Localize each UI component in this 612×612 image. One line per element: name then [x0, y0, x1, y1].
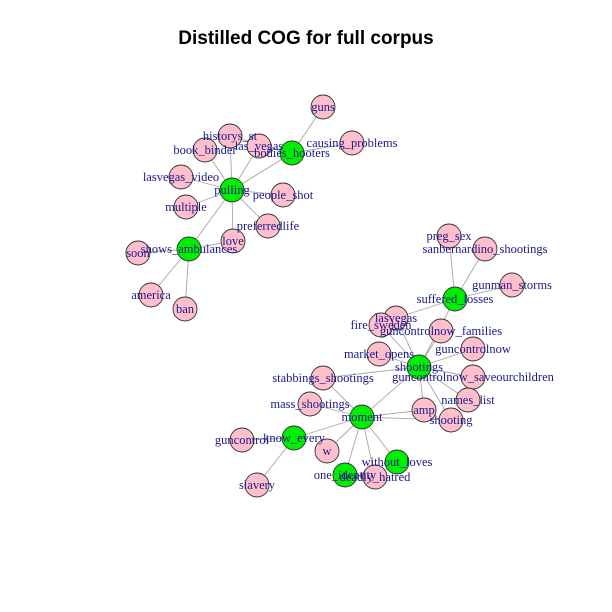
node-label-know_every: know_every [263, 431, 326, 445]
node-historys_st [217, 123, 243, 149]
node-label-names_list: names_list [441, 393, 495, 407]
node-without_loves [384, 449, 410, 475]
node-label-sanbernardino_shootings: sanbernardino_shootings [423, 242, 548, 256]
node-label-people_shot: people_shot [253, 188, 314, 202]
node-shootings [406, 354, 432, 380]
node-label-one_identity: one_identity [314, 468, 377, 482]
node-suffered_losses [442, 286, 468, 312]
node-label-stabbings_shootings: stabbings_shootings [272, 371, 374, 385]
node-names_list [455, 387, 481, 413]
node-label-pulling: pulling [214, 183, 250, 197]
node-label-w: w [322, 444, 331, 458]
node-slavery [244, 472, 270, 498]
node-label-mass_shootings: mass_shootings [270, 397, 349, 411]
node-label-bodies_hooters: bodies_hooters [254, 146, 330, 160]
node-label-book_binder: book_binder [173, 143, 237, 157]
node-people_shot [270, 182, 296, 208]
node-label-guncontrol: guncontrol [215, 433, 270, 447]
node-label-gunman_storms: gunman_storms [472, 278, 552, 292]
chart-title: Distilled COG for full corpus [178, 28, 434, 49]
node-label-guns: guns [311, 100, 335, 114]
node-guncontrolnow_families [428, 318, 454, 344]
node-label-soon: soon [126, 246, 150, 260]
node-ban [172, 296, 198, 322]
node-market_opens [366, 341, 392, 367]
node-label-suffered_losses: suffered_losses [417, 292, 494, 306]
node-stabbings_shootings [310, 365, 336, 391]
node-label-ban: ban [176, 302, 195, 316]
node-pulling [219, 177, 245, 203]
node-label-slavery: slavery [239, 478, 276, 492]
node-label-multiple: multiple [165, 200, 207, 214]
node-label-guncontrolnow_families: guncontrolnow_families [380, 324, 502, 338]
node-label-las_vegas: las_vegas [235, 139, 284, 153]
node-label-love: love [222, 234, 244, 248]
node-shows_ambulances [176, 236, 202, 262]
node-label-without_loves: without_loves [362, 455, 433, 469]
node-guns [310, 94, 336, 120]
node-know_every [281, 425, 307, 451]
node-shooting [438, 407, 464, 433]
node-book_binder [192, 137, 218, 163]
node-guncontrol [229, 427, 255, 453]
node-label-guncontrolnow_saveourchildren: guncontrolnow_saveourchildren [392, 370, 555, 384]
node-amp [411, 397, 437, 423]
node-label-moment: moment [342, 410, 383, 424]
node-causing_problems [339, 130, 365, 156]
edge-stabbings_shootings-shootings [322, 366, 420, 379]
node-lasvegas_video [168, 164, 194, 190]
node-bodies_hooters [279, 140, 305, 166]
node-label-lasvegas: lasvegas [375, 311, 417, 325]
node-label-preferredlife: preferredlife [237, 219, 300, 233]
node-preg_sex [436, 223, 462, 249]
node-label-fire_sweden: fire_sweden [350, 318, 412, 332]
node-mass_shootings [297, 391, 323, 417]
node-label-america: america [131, 288, 171, 302]
edge-shootings-moment [361, 366, 420, 418]
node-label-shows_ambulances: shows_ambulances [141, 242, 238, 256]
node-label-causing_problems: causing_problems [307, 136, 398, 150]
node-one_identity [332, 462, 358, 488]
node-w [314, 438, 340, 464]
node-label-market_opens: market_opens [344, 347, 414, 361]
node-america [138, 282, 164, 308]
node-label-lasvegas_video: lasvegas_video [143, 170, 219, 184]
node-preferredlife [255, 213, 281, 239]
node-layer [125, 94, 525, 498]
node-label-preg_sex: preg_sex [426, 229, 472, 243]
node-love [220, 228, 246, 254]
node-las_vegas [246, 133, 272, 159]
node-multiple [173, 194, 199, 220]
node-guncontrolnow [460, 336, 486, 362]
node-label-historys_st: historys_st [203, 129, 258, 143]
node-fire_sweden [368, 312, 394, 338]
node-label-deadly_hatred: deadly_hatred [340, 470, 412, 484]
node-label-shooting: shooting [429, 413, 473, 427]
edge-shooting-moment [361, 416, 452, 421]
node-moment [349, 404, 375, 430]
node-label-shootings: shootings [395, 360, 443, 374]
node-gunman_storms [499, 272, 525, 298]
node-sanbernardino_shootings [472, 236, 498, 262]
node-soon [125, 240, 151, 266]
node-label-amp: amp [413, 403, 435, 417]
node-deadly_hatred [362, 464, 388, 490]
node-label-guncontrolnow: guncontrolnow [435, 342, 511, 356]
